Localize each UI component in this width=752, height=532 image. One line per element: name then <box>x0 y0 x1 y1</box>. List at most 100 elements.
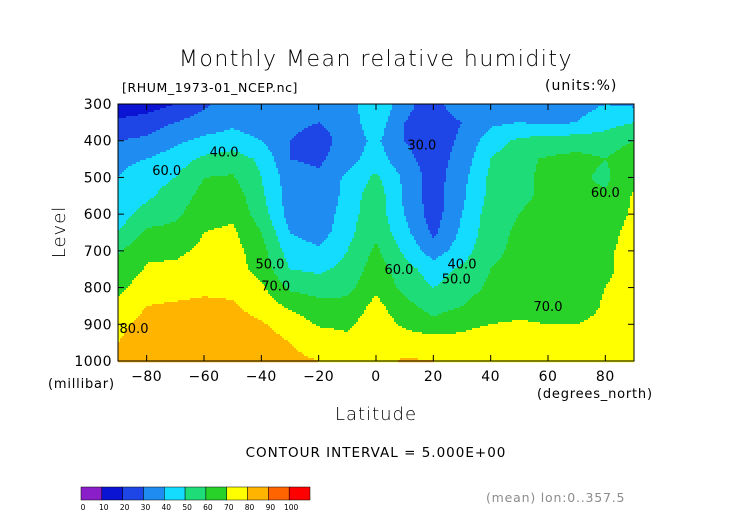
field-cell <box>494 108 496 110</box>
field-cell <box>420 118 422 120</box>
field-cell <box>248 116 250 118</box>
field-cell <box>220 112 222 114</box>
field-cell <box>166 124 168 126</box>
field-cell <box>244 124 246 126</box>
field-cell <box>544 116 546 118</box>
field-cell <box>292 138 294 140</box>
field-cell <box>522 106 524 108</box>
field-cell <box>336 136 338 138</box>
field-cell <box>558 116 560 118</box>
field-cell <box>426 118 428 120</box>
field-cell <box>552 136 554 138</box>
field-cell <box>376 114 378 116</box>
field-cell <box>604 128 606 130</box>
field-cell <box>312 108 314 110</box>
field-cell <box>182 106 184 108</box>
field-cell <box>132 120 134 122</box>
field-cell <box>584 130 586 132</box>
field-cell <box>124 136 126 138</box>
field-cell <box>368 116 370 118</box>
field-cell <box>568 132 570 134</box>
field-cell <box>318 122 320 124</box>
field-cell <box>622 106 624 108</box>
field-cell <box>444 128 446 130</box>
field-cell <box>228 112 230 114</box>
field-cell <box>550 126 552 128</box>
field-cell <box>470 130 472 132</box>
field-cell <box>486 122 488 124</box>
field-cell <box>242 132 244 134</box>
field-cell <box>358 118 360 120</box>
field-cell <box>146 114 148 116</box>
field-cell <box>236 130 238 132</box>
field-cell <box>508 106 510 108</box>
field-cell <box>344 122 346 124</box>
field-cell <box>490 118 492 120</box>
field-cell <box>148 122 150 124</box>
field-cell <box>274 114 276 116</box>
field-cell <box>624 128 626 130</box>
field-cell <box>240 134 242 136</box>
field-cell <box>252 124 254 126</box>
field-cell <box>592 128 594 130</box>
field-cell <box>320 138 322 140</box>
field-cell <box>590 138 592 140</box>
field-cell <box>450 116 452 118</box>
field-cell <box>508 110 510 112</box>
field-cell <box>550 140 552 142</box>
field-cell <box>250 122 252 124</box>
field-cell <box>630 130 632 132</box>
field-cell <box>508 118 510 120</box>
field-cell <box>494 140 496 142</box>
field-cell <box>442 140 444 142</box>
field-cell <box>622 118 624 120</box>
field-cell <box>510 132 512 134</box>
field-cell <box>454 138 456 140</box>
field-cell <box>326 132 328 134</box>
field-cell <box>532 116 534 118</box>
field-cell <box>346 108 348 110</box>
field-cell <box>574 120 576 122</box>
field-cell <box>418 112 420 114</box>
field-cell <box>268 134 270 136</box>
field-cell <box>124 108 126 110</box>
field-cell <box>258 114 260 116</box>
field-cell <box>428 124 430 126</box>
field-cell <box>416 112 418 114</box>
field-cell <box>410 120 412 122</box>
field-cell <box>510 108 512 110</box>
field-cell <box>266 142 268 144</box>
field-cell <box>610 106 612 108</box>
field-cell <box>460 108 462 110</box>
field-cell <box>324 130 326 132</box>
field-cell <box>520 110 522 112</box>
field-cell <box>284 134 286 136</box>
field-cell <box>196 126 198 128</box>
field-cell <box>530 132 532 134</box>
field-cell <box>342 134 344 136</box>
field-cell <box>394 140 396 142</box>
field-cell <box>130 136 132 138</box>
field-cell <box>342 130 344 132</box>
field-cell <box>500 110 502 112</box>
field-cell <box>338 124 340 126</box>
field-cell <box>626 130 628 132</box>
field-cell <box>260 116 262 118</box>
field-cell <box>616 126 618 128</box>
field-cell <box>312 138 314 140</box>
field-cell <box>598 132 600 134</box>
field-cell <box>348 112 350 114</box>
field-cell <box>308 136 310 138</box>
field-cell <box>348 110 350 112</box>
field-cell <box>536 134 538 136</box>
field-cell <box>364 132 366 134</box>
field-cell <box>208 118 210 120</box>
field-cell <box>442 128 444 130</box>
field-cell <box>348 132 350 134</box>
field-cell <box>360 122 362 124</box>
field-cell <box>360 138 362 140</box>
field-cell <box>390 116 392 118</box>
field-cell <box>560 140 562 142</box>
field-cell <box>214 106 216 108</box>
field-cell <box>142 136 144 138</box>
